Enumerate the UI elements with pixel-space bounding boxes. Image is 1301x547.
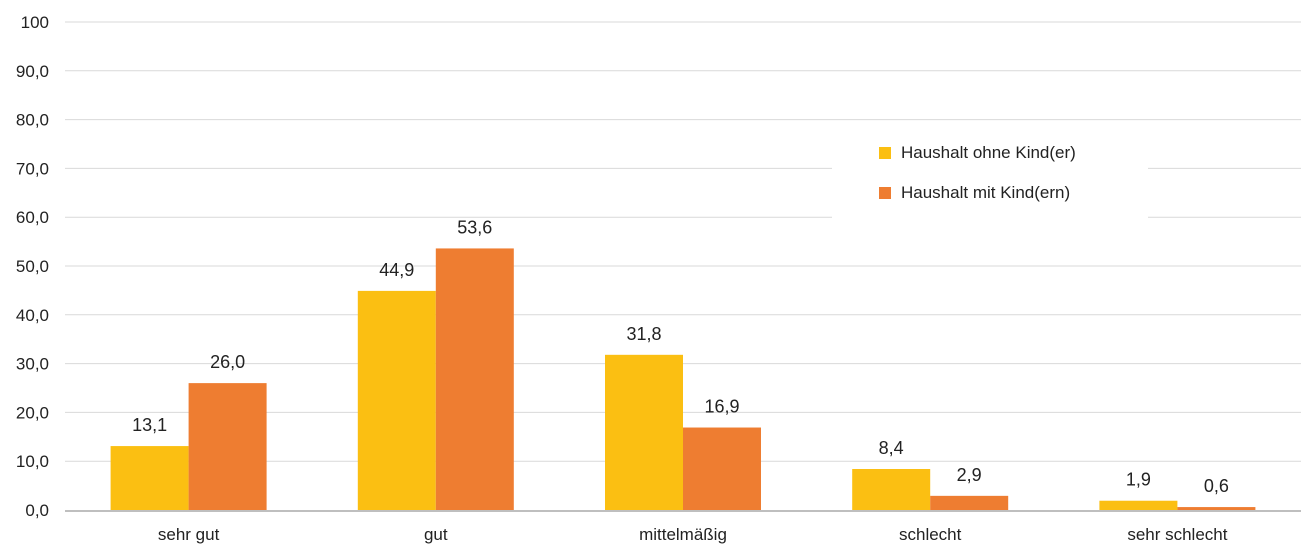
- bar: [605, 354, 683, 510]
- bar: [930, 495, 1009, 510]
- y-tick-label: 60,0: [16, 208, 49, 227]
- data-label: 16,9: [704, 397, 739, 417]
- bar: [357, 290, 436, 510]
- bar: [683, 427, 761, 510]
- y-tick-label: 10,0: [16, 452, 49, 471]
- category-label: sehr schlecht: [1127, 525, 1227, 544]
- y-tick-label: 70,0: [16, 159, 49, 178]
- data-label: 53,6: [457, 217, 492, 237]
- legend: Haushalt ohne Kind(er) Haushalt mit Kind(…: [832, 130, 1148, 222]
- y-tick-label: 80,0: [16, 111, 49, 130]
- y-tick-label: 100: [21, 13, 49, 32]
- legend-background: [832, 130, 1148, 222]
- data-label: 13,1: [132, 415, 167, 435]
- y-tick-label: 20,0: [16, 403, 49, 422]
- bar: [1177, 507, 1256, 510]
- category-label: sehr gut: [158, 525, 220, 544]
- y-tick-label: 50,0: [16, 257, 49, 276]
- legend-label: Haushalt mit Kind(ern): [901, 183, 1070, 202]
- legend-swatch: [879, 187, 891, 199]
- data-label: 0,6: [1204, 476, 1229, 496]
- data-labels: 13,1 26,0 44,9 53,6 31,8 16,9 8,4 2,9 1,9 0,6: [132, 217, 1229, 496]
- gridlines: [65, 21, 1301, 462]
- y-tick-label: 90,0: [16, 62, 49, 81]
- data-label: 2,9: [957, 465, 982, 485]
- legend-label: Haushalt ohne Kind(er): [901, 143, 1076, 162]
- category-label: schlecht: [899, 525, 962, 544]
- bar: [435, 248, 514, 510]
- y-axis-tick-labels: 0,0 10,0 20,0 30,0 40,0 50,0 60,0 70,0 80,0 90,0 1…: [16, 13, 49, 520]
- category-label: gut: [424, 525, 448, 544]
- data-label: 31,8: [626, 324, 661, 344]
- bars: [110, 248, 1256, 510]
- data-label: 8,4: [879, 438, 904, 458]
- bar: [188, 383, 267, 510]
- bar: [1099, 500, 1178, 510]
- bar: [852, 469, 931, 510]
- data-label: 44,9: [379, 260, 414, 280]
- legend-swatch: [879, 147, 891, 159]
- category-label: mittelmäßig: [639, 525, 727, 544]
- y-tick-label: 0,0: [25, 501, 49, 520]
- data-label: 1,9: [1126, 470, 1151, 490]
- y-tick-label: 40,0: [16, 306, 49, 325]
- bar: [110, 446, 189, 510]
- x-axis-category-labels: sehr gut gut mittelmäßig schlecht sehr schle…: [158, 525, 1228, 544]
- data-label: 26,0: [210, 352, 245, 372]
- y-tick-label: 30,0: [16, 355, 49, 374]
